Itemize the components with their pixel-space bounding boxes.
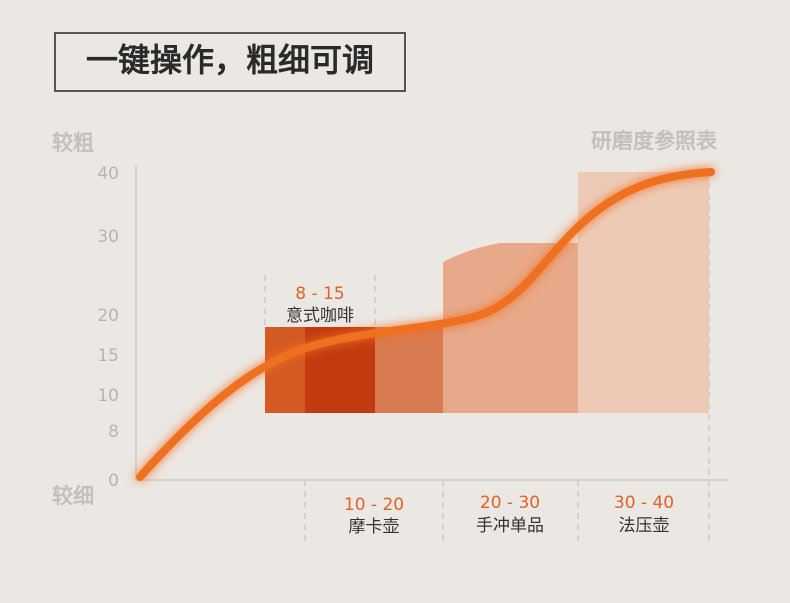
range-label: 10 - 20 [344, 495, 404, 515]
tick-label: 10 [97, 386, 119, 406]
tick-label: 20 [97, 306, 119, 326]
tick-label: 30 [97, 227, 119, 247]
range-label: 30 - 40 [614, 493, 674, 513]
curve [136, 168, 715, 481]
title: 一键操作，粗细可调 [86, 41, 374, 79]
group-name: 摩卡壶 [349, 517, 400, 537]
block [265, 327, 305, 413]
tick-label: 0 [108, 471, 119, 491]
top-label: 较粗 [52, 131, 94, 155]
title-box [54, 32, 406, 92]
range-label: 20 - 30 [480, 493, 540, 513]
range-label: 8 - 15 [295, 284, 344, 304]
tick-label: 40 [97, 164, 119, 184]
group-name: 法压壶 [619, 516, 670, 536]
bottom-label: 较细 [52, 484, 94, 508]
block [375, 327, 443, 413]
tick-label: 15 [97, 346, 119, 366]
group-name: 手冲单品 [476, 516, 544, 536]
tick-label: 8 [108, 422, 119, 442]
group-name: 意式咖啡 [286, 306, 354, 326]
legend-title: 研磨度参照表 [591, 129, 718, 153]
block [443, 243, 578, 413]
